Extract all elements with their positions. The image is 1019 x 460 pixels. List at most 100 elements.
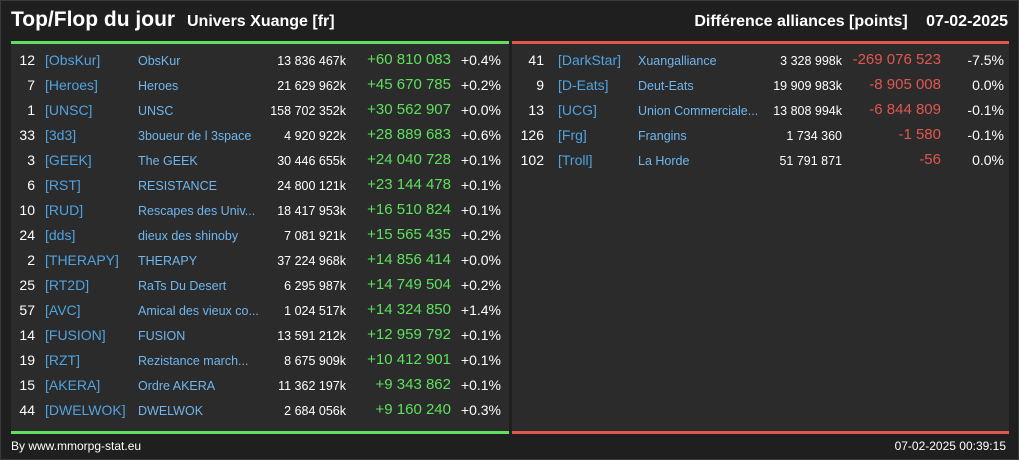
alliance-tag-link[interactable]: [DarkStar] [558, 52, 622, 68]
points-difference: -6 844 809 [869, 101, 941, 118]
percent-change: +0.1% [460, 327, 501, 343]
alliance-rank: 3 [27, 152, 35, 168]
percent-change: 0.0% [972, 152, 1004, 168]
header: Top/Flop du jour Univers Xuange [fr] Dif… [1, 1, 1019, 41]
alliance-points: 24 800 121k [277, 179, 346, 193]
top-gainers-panel: 12 [ObsKur] ObsKur 13 836 467k +60 810 083 +0… [11, 41, 509, 434]
alliance-row: 14 [FUSION] FUSION 13 591 212k +12 959 792 +0… [11, 323, 509, 348]
alliance-name-link[interactable]: Deut-Eats [638, 79, 694, 93]
percent-change: +0.1% [460, 202, 501, 218]
points-difference: +9 343 862 [375, 376, 452, 393]
alliance-name-link[interactable]: 3boueur de l 3space [138, 129, 252, 143]
alliance-tag-link[interactable]: [Frg] [558, 127, 587, 143]
alliance-tag-link[interactable]: [RZT] [45, 352, 80, 368]
points-difference: +30 562 907 [367, 101, 451, 118]
alliance-name-link[interactable]: Rescapes des Univ... [138, 204, 256, 218]
alliance-rank: 15 [19, 377, 35, 393]
alliance-name-link[interactable]: Amical des vieux co... [138, 304, 259, 318]
percent-change: +0.2% [460, 227, 501, 243]
points-difference: +9 160 240 [375, 401, 452, 418]
points-difference: -56 [919, 151, 941, 168]
alliance-name-link[interactable]: FUSION [138, 329, 186, 343]
alliance-name-link[interactable]: Heroes [138, 79, 179, 93]
alliance-row: 102 [Troll] La Horde 51 791 871 -56 0.0% [512, 148, 1009, 173]
alliance-row: 1 [UNSC] UNSC 158 702 352k +30 562 907 +0.0% [11, 98, 509, 123]
points-difference: -1 580 [898, 126, 941, 143]
alliance-tag-link[interactable]: [THERAPY] [45, 252, 119, 268]
alliance-points: 30 446 655k [277, 154, 346, 168]
points-difference: -269 076 523 [852, 51, 941, 68]
alliance-tag-link[interactable]: [Heroes] [45, 77, 98, 93]
percent-change: +0.1% [460, 352, 501, 368]
points-difference: +10 412 901 [367, 351, 451, 368]
alliance-tag-link[interactable]: [ObsKur] [45, 52, 101, 68]
alliance-points: 2 684 056k [284, 404, 346, 418]
percent-change: +0.2% [460, 77, 501, 93]
percent-change: +0.4% [460, 52, 501, 68]
alliance-rank: 2 [27, 252, 35, 268]
alliance-points: 19 909 983k [773, 79, 842, 93]
alliance-tag-link[interactable]: [3d3] [45, 127, 77, 143]
alliance-name-link[interactable]: Union Commerciale... [638, 104, 759, 118]
alliance-points: 6 295 987k [284, 279, 346, 293]
alliance-tag-link[interactable]: [AVC] [45, 302, 81, 318]
points-difference: +45 670 785 [367, 76, 451, 93]
alliance-name-link[interactable]: RESISTANCE [138, 179, 217, 193]
alliance-name-link[interactable]: DWELWOK [138, 404, 204, 418]
points-difference: +14 749 504 [367, 276, 451, 293]
alliance-row: 44 [DWELWOK] DWELWOK 2 684 056k +9 160 240 +0… [11, 398, 509, 423]
alliance-tag-link[interactable]: [Troll] [558, 152, 593, 168]
points-difference: +12 959 792 [367, 326, 451, 343]
alliance-name-link[interactable]: The GEEK [138, 154, 198, 168]
alliance-tag-link[interactable]: [UCG] [558, 102, 597, 118]
alliance-tag-link[interactable]: [RST] [45, 177, 81, 193]
alliance-rank: 6 [27, 177, 35, 193]
points-difference: -8 905 008 [869, 76, 941, 93]
alliance-tag-link[interactable]: [dds] [45, 227, 76, 243]
alliance-tag-link[interactable]: [RT2D] [45, 277, 90, 293]
footer-timestamp: 07-02-2025 00:39:15 [894, 439, 1006, 453]
alliance-name-link[interactable]: dieux des shinoby [138, 229, 239, 243]
points-difference: +16 510 824 [367, 201, 451, 218]
percent-change: -0.1% [967, 127, 1004, 143]
alliance-tag-link[interactable]: [GEEK] [45, 152, 92, 168]
alliance-rank: 14 [19, 327, 35, 343]
alliance-name-link[interactable]: Frangins [638, 129, 687, 143]
alliance-name-link[interactable]: ObsKur [138, 54, 181, 68]
alliance-points: 13 591 212k [277, 329, 346, 343]
alliance-rank: 13 [528, 102, 544, 118]
alliance-name-link[interactable]: THERAPY [138, 254, 198, 268]
alliance-name-link[interactable]: RaTs Du Desert [138, 279, 227, 293]
alliance-tag-link[interactable]: [RUD] [45, 202, 84, 218]
alliance-name-link[interactable]: Ordre AKERA [138, 379, 216, 393]
alliance-row: 9 [D-Eats] Deut-Eats 19 909 983k -8 905 008 0… [512, 73, 1009, 98]
alliance-row: 57 [AVC] Amical des vieux co... 1 024 517k +… [11, 298, 509, 323]
alliance-row: 6 [RST] RESISTANCE 24 800 121k +23 144 478 +0… [11, 173, 509, 198]
alliance-points: 37 224 968k [277, 254, 346, 268]
alliance-points: 13 836 467k [277, 54, 346, 68]
alliance-row: 3 [GEEK] The GEEK 30 446 655k +24 040 728 +0.… [11, 148, 509, 173]
alliance-tag-link[interactable]: [UNSC] [45, 102, 93, 118]
alliance-name-link[interactable]: Rezistance march... [138, 354, 249, 368]
percent-change: +1.4% [460, 302, 501, 318]
alliance-name-link[interactable]: Xuangalliance [638, 54, 717, 68]
subtitle: Différence alliances [points] [694, 13, 908, 30]
alliance-rank: 25 [19, 277, 35, 293]
alliance-row: 33 [3d3] 3boueur de l 3space 4 920 922k +28 … [11, 123, 509, 148]
alliance-rank: 41 [528, 52, 544, 68]
percent-change: +0.1% [460, 152, 501, 168]
alliance-tag-link[interactable]: [D-Eats] [558, 77, 609, 93]
alliance-name-link[interactable]: UNSC [138, 104, 174, 118]
percent-change: +0.0% [460, 102, 501, 118]
alliance-points: 158 702 352k [270, 104, 346, 118]
alliance-points: 1 024 517k [284, 304, 346, 318]
alliance-tag-link[interactable]: [AKERA] [45, 377, 101, 393]
alliance-name-link[interactable]: La Horde [638, 154, 690, 168]
alliance-row: 41 [DarkStar] Xuangalliance 3 328 998k -269 … [512, 48, 1009, 73]
alliance-rank: 1 [27, 102, 35, 118]
alliance-row: 10 [RUD] Rescapes des Univ... 18 417 953k +1… [11, 198, 509, 223]
alliance-tag-link[interactable]: [DWELWOK] [45, 402, 126, 418]
alliance-rank: 19 [19, 352, 35, 368]
alliance-tag-link[interactable]: [FUSION] [45, 327, 106, 343]
